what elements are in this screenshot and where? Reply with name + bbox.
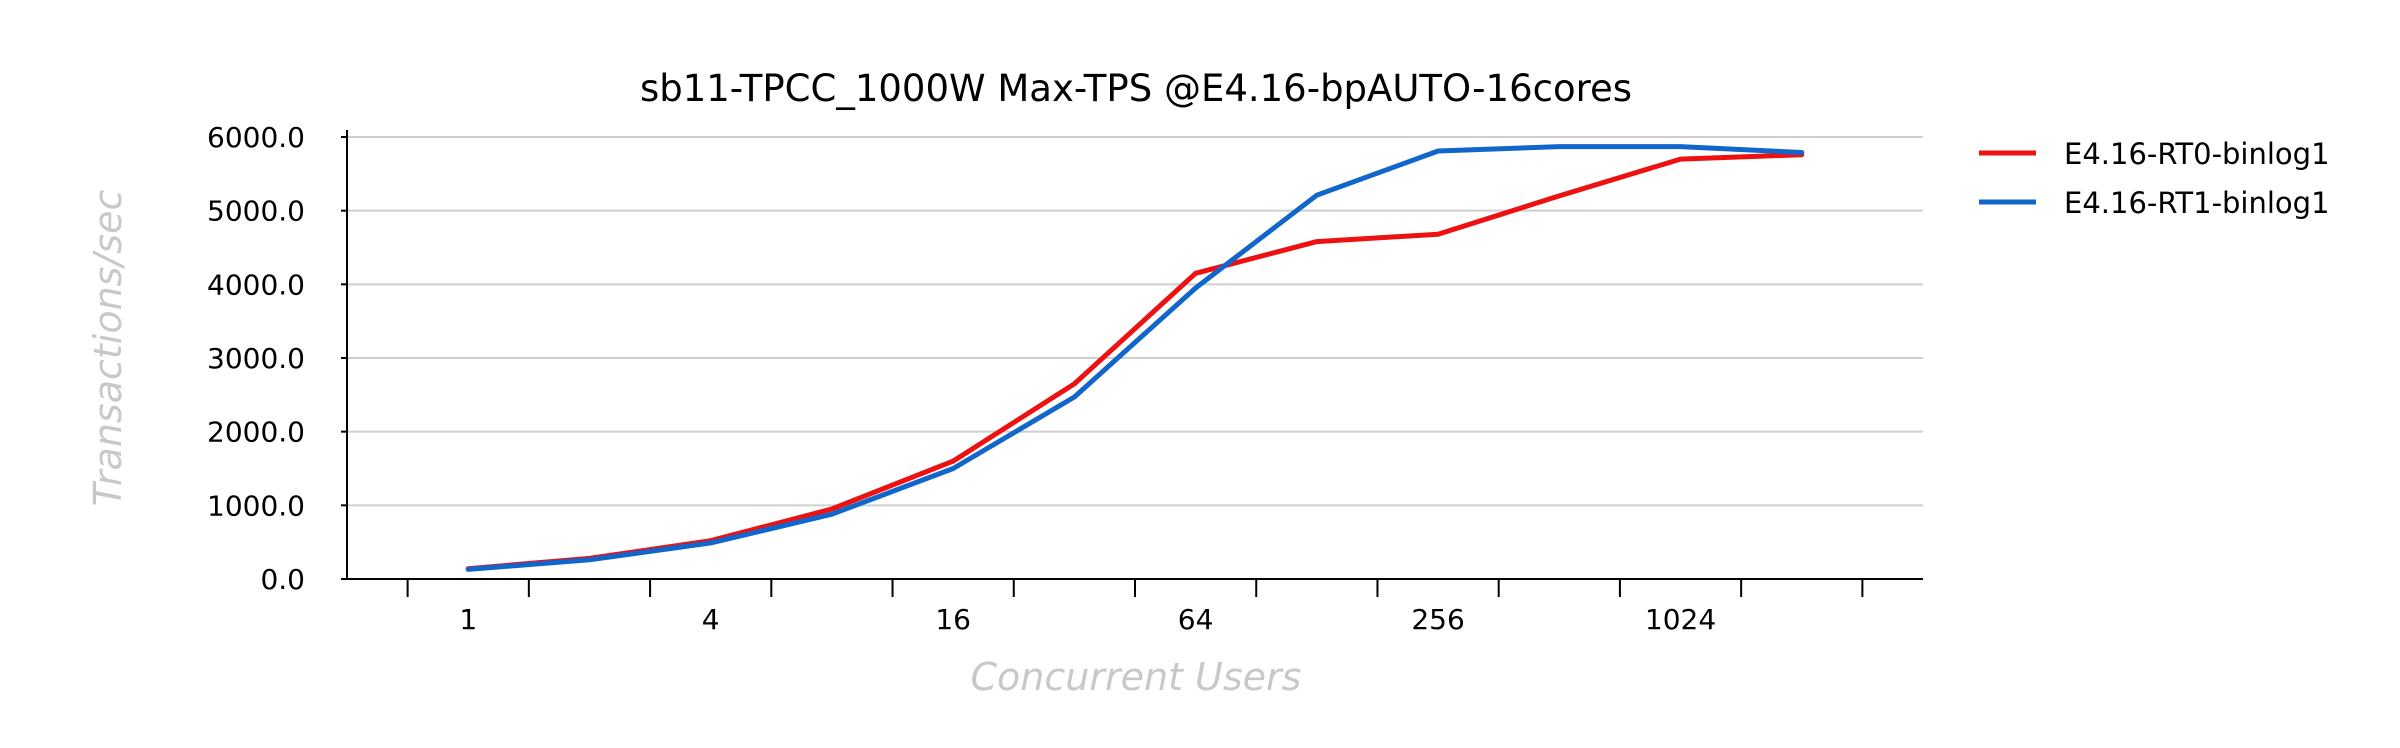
legend-label: E4.16-RT0-binlog1 <box>2064 137 2330 171</box>
axes <box>341 130 1923 597</box>
y-axis-label: Transactions/sec <box>86 190 130 507</box>
x-axis-label: Concurrent Users <box>971 655 1302 699</box>
x-tick-label: 4 <box>702 603 720 636</box>
x-tick-labels: 1 4 16 64 256 1024 <box>459 603 1716 636</box>
y-tick-label: 0.0 <box>260 563 305 596</box>
x-tick-label: 16 <box>935 603 971 636</box>
legend-label: E4.16-RT1-binlog1 <box>2064 186 2330 220</box>
x-tick-label: 256 <box>1411 603 1464 636</box>
y-tick-label: 5000.0 <box>207 195 305 228</box>
series-lines <box>465 144 1805 572</box>
series-line-2 <box>465 144 1805 572</box>
y-tick-label: 2000.0 <box>207 416 305 449</box>
x-tick-label: 1 <box>459 603 477 636</box>
grid <box>347 136 1923 507</box>
y-tick-labels: 0.0 1000.0 2000.0 3000.0 4000.0 5000.0 6000.0 <box>207 121 305 596</box>
x-tick-label: 1024 <box>1645 603 1716 636</box>
chart-title: sb11-TPCC_1000W Max-TPS @E4.16-bpAUTO-16… <box>640 67 1632 110</box>
y-tick-label: 1000.0 <box>207 489 305 522</box>
legend: E4.16-RT0-binlog1 E4.16-RT1-binlog1 <box>1979 137 2330 220</box>
y-tick-label: 4000.0 <box>207 268 305 301</box>
x-tick-label: 64 <box>1178 603 1214 636</box>
y-tick-label: 3000.0 <box>207 342 305 375</box>
series-line-1 <box>465 152 1805 572</box>
y-tick-label: 6000.0 <box>207 121 305 154</box>
